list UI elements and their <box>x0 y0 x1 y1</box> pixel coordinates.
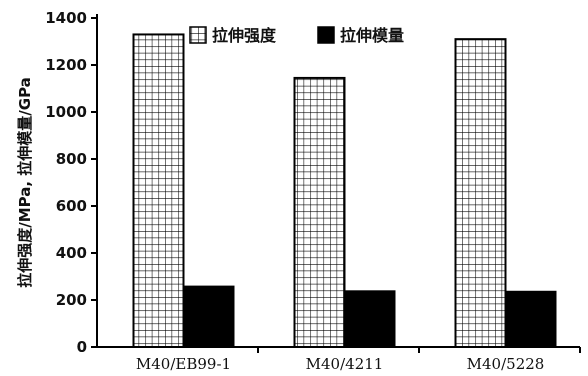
legend: 拉伸强度 拉伸模量 <box>189 26 404 45</box>
x-tick-label: M40/4211 <box>306 355 384 373</box>
y-tick-label: 400 <box>56 244 87 262</box>
y-tick-label: 200 <box>56 291 87 309</box>
bar-tensile-strength <box>454 38 507 349</box>
bar-tensile-strength <box>132 33 185 348</box>
legend-label: 拉伸模量 <box>340 26 404 45</box>
bar-tensile-modulus <box>182 285 235 349</box>
y-tick-label: 1400 <box>45 9 87 27</box>
bar-tensile-modulus <box>343 290 396 348</box>
legend-swatch <box>317 26 335 44</box>
y-tick-label: 800 <box>56 150 87 168</box>
legend-swatch <box>189 26 207 44</box>
y-tick-label: 1200 <box>45 56 87 74</box>
y-axis-label: 拉伸强度/MPa, 拉伸模量/GPa <box>16 77 34 288</box>
y-tick-label: 1000 <box>45 103 87 121</box>
x-tick-label: M40/EB99-1 <box>136 355 231 373</box>
legend-label: 拉伸强度 <box>212 26 277 45</box>
x-tick-label: M40/5228 <box>467 355 545 373</box>
axes: 0 200 400 600 800 1000 1200 1400 M40/EB99-1 M40/4… <box>45 9 581 373</box>
y-tick-label: 600 <box>56 197 87 215</box>
bars-group <box>132 33 557 349</box>
bar-tensile-strength <box>293 76 346 349</box>
bar-tensile-modulus <box>504 290 557 348</box>
y-tick-label: 0 <box>77 338 87 356</box>
